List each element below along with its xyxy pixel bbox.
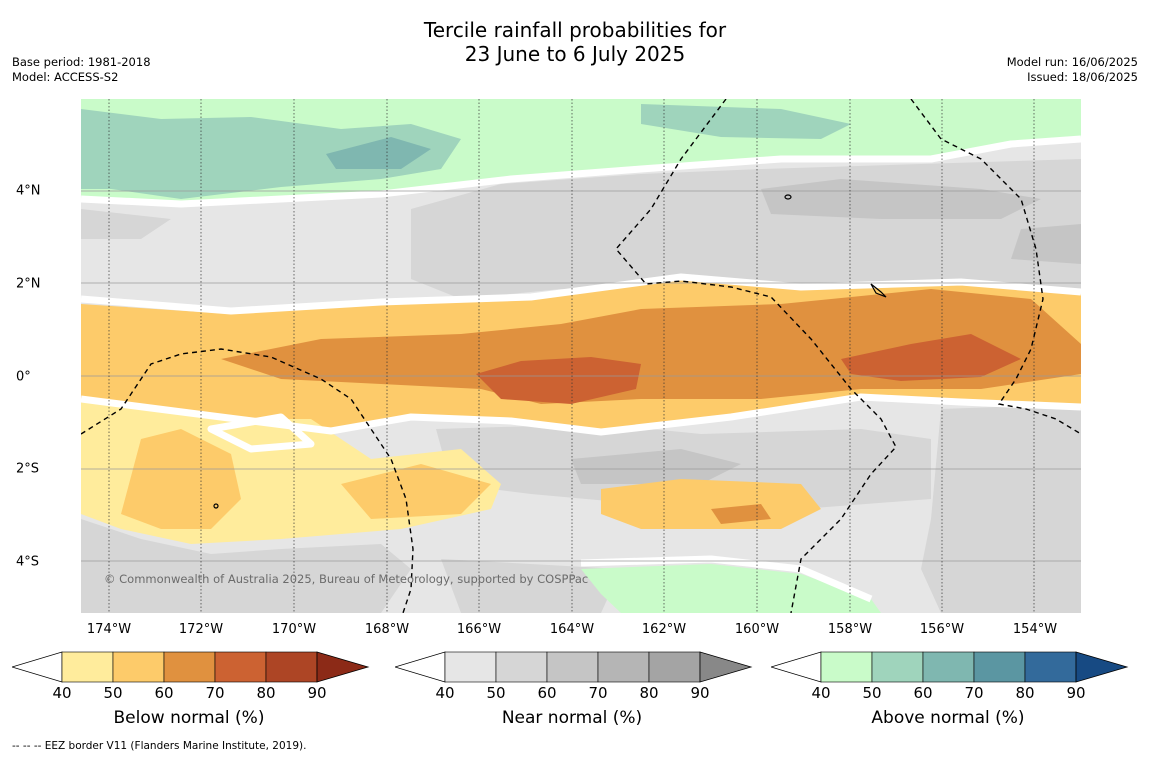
- colorbar-tick-label: 50: [486, 684, 506, 702]
- x-tick-label: 160°W: [734, 622, 780, 637]
- colorbar-segment: [871, 651, 924, 683]
- meta-right: Model run: 16/06/2025 Issued: 18/06/2025: [1007, 55, 1138, 85]
- eez-legend-note: -- -- -- EEZ border V11 (Flanders Marine…: [12, 740, 307, 752]
- title-line-1: Tercile rainfall probabilities for: [423, 18, 727, 42]
- x-tick-label: 158°W: [827, 622, 873, 637]
- base-period: Base period: 1981-2018: [12, 55, 151, 69]
- colorbar-segment: [163, 651, 216, 683]
- colorbar-tick-label: 70: [588, 684, 608, 702]
- y-tick-label: 4°S: [16, 554, 40, 570]
- above-normal-regions: [81, 99, 1081, 613]
- colorbar-tick-label: 60: [154, 684, 174, 702]
- title-line-2: 23 June to 6 July 2025: [464, 42, 686, 66]
- colorbar-tick-label: 40: [52, 684, 72, 702]
- rainfall-map: [81, 99, 1081, 613]
- colorbar-tick-label: 60: [913, 684, 933, 702]
- x-tick-label: 162°W: [641, 622, 687, 637]
- colorbar-segment: [214, 651, 267, 683]
- copyright-notice: © Commonwealth of Australia 2025, Bureau…: [104, 572, 589, 586]
- colorbar-label: Above normal (%): [871, 708, 1025, 728]
- colorbar-tick-label: 70: [964, 684, 984, 702]
- colorbar-segment: [112, 651, 165, 683]
- x-tick-label: 166°W: [456, 622, 502, 637]
- meta-left: Base period: 1981-2018 Model: ACCESS-S2: [12, 55, 151, 85]
- x-tick-label: 168°W: [364, 622, 410, 637]
- colorbar-3: [771, 651, 1129, 683]
- colorbar-tick-label: 80: [639, 684, 659, 702]
- below-normal-regions: [81, 279, 1081, 544]
- colorbar-segment: [597, 651, 650, 683]
- colorbar-2: [395, 651, 753, 683]
- model-name: Model: ACCESS-S2: [12, 70, 119, 84]
- x-tick-label: 172°W: [178, 622, 224, 637]
- colorbar-segment: [265, 651, 318, 683]
- colorbar-segment: [546, 651, 599, 683]
- colorbar-segment: [820, 651, 873, 683]
- y-tick-label: 0°: [16, 369, 31, 385]
- colorbar-min-arrow: [395, 651, 446, 683]
- colorbar-tick-label: 80: [1015, 684, 1035, 702]
- colorbar-segment: [495, 651, 548, 683]
- y-tick-label: 2°S: [16, 461, 40, 477]
- x-tick-label: 174°W: [86, 622, 132, 637]
- eez-borders: [81, 99, 1081, 613]
- issued-date: Issued: 18/06/2025: [1027, 70, 1138, 84]
- near-normal-60-70-regions: [571, 179, 1081, 484]
- x-tick-label: 156°W: [919, 622, 965, 637]
- y-tick-label: 4°N: [16, 183, 41, 199]
- model-run: Model run: 16/06/2025: [1006, 55, 1138, 69]
- colorbar-tick-label: 40: [435, 684, 455, 702]
- colorbar-min-arrow: [771, 651, 822, 683]
- colorbar-max-arrow: [699, 651, 753, 683]
- colorbar-label: Near normal (%): [501, 708, 643, 728]
- colorbar-tick-label: 60: [537, 684, 557, 702]
- colorbar-tick-label: 50: [103, 684, 123, 702]
- colorbar-segment: [973, 651, 1026, 683]
- x-tick-label: 170°W: [271, 622, 317, 637]
- colorbar-min-arrow: [12, 651, 63, 683]
- colorbar-label: Below normal (%): [113, 708, 265, 728]
- colorbar-tick-label: 50: [862, 684, 882, 702]
- colorbar-tick-label: 80: [256, 684, 276, 702]
- x-tick-label: 164°W: [549, 622, 595, 637]
- colorbar-tick-label: 70: [205, 684, 225, 702]
- meridians: [108, 99, 1035, 613]
- graticule: [81, 190, 1081, 562]
- colorbar-segment: [922, 651, 975, 683]
- colorbar-segment: [61, 651, 114, 683]
- colorbar-max-arrow: [316, 651, 370, 683]
- x-tick-label: 154°W: [1012, 622, 1058, 637]
- colorbar-max-arrow: [1075, 651, 1129, 683]
- colorbar-segment: [1024, 651, 1077, 683]
- colorbar-tick-label: 40: [811, 684, 831, 702]
- y-tick-label: 2°N: [16, 276, 41, 292]
- colorbar-segment: [648, 651, 701, 683]
- colorbar-segment: [444, 651, 497, 683]
- colorbar-tick-label: 90: [690, 684, 710, 702]
- islands: [213, 194, 887, 509]
- colorbar-tick-label: 90: [307, 684, 327, 702]
- colorbar-tick-label: 90: [1066, 684, 1086, 702]
- colorbar-1: [12, 651, 370, 683]
